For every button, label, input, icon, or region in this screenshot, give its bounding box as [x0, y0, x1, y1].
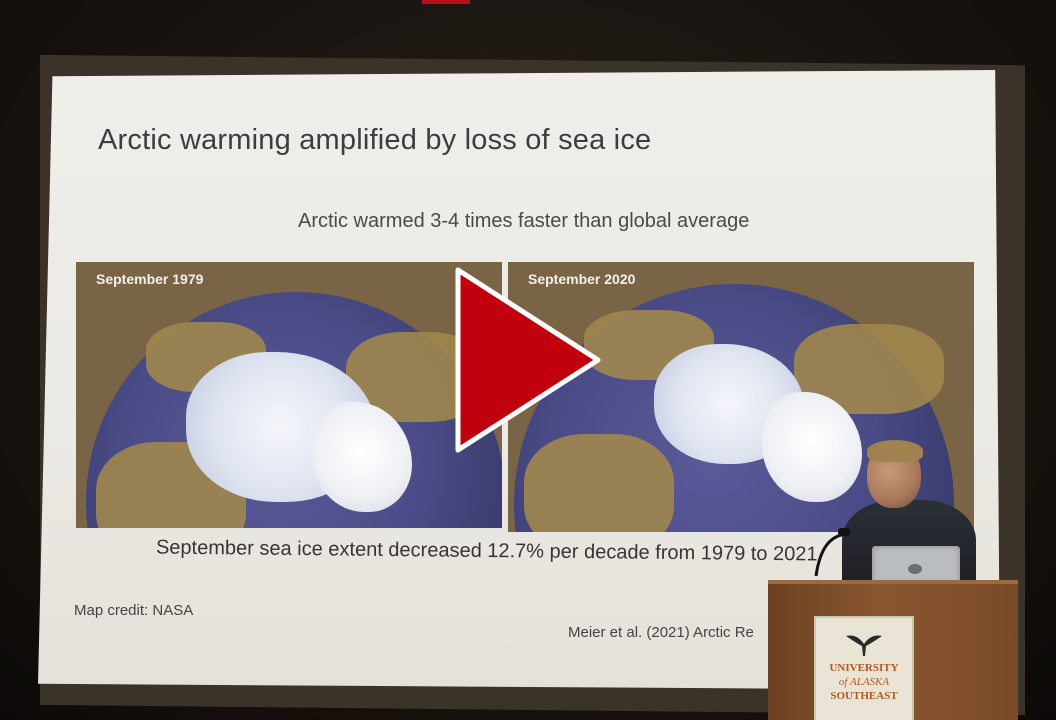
play-button[interactable]	[454, 266, 602, 454]
map-label: September 1979	[96, 271, 204, 287]
speaker-hair	[867, 440, 923, 462]
map-label: September 2020	[528, 271, 636, 287]
citation: Meier et al. (2021) Arctic Re	[568, 624, 754, 641]
sea-ice-map-2020: September 2020	[508, 262, 974, 532]
podium: UNIVERSITY of ALASKA SOUTHEAST	[768, 580, 1018, 720]
podium-plaque: UNIVERSITY of ALASKA SOUTHEAST	[814, 616, 914, 720]
arctic-globe	[86, 292, 502, 528]
podium-text: SOUTHEAST	[830, 690, 898, 702]
map-credit: Map credit: NASA	[74, 602, 194, 619]
progress-indicator	[422, 0, 470, 4]
podium-text: of ALASKA	[838, 676, 890, 688]
laptop	[872, 546, 960, 584]
sea-ice-map-1979: September 1979	[76, 262, 502, 528]
play-icon[interactable]	[454, 266, 602, 454]
podium-text: UNIVERSITY	[829, 662, 899, 674]
slide-title: Arctic warming amplified by loss of sea …	[98, 124, 652, 156]
greenland	[312, 402, 412, 512]
land-mass	[524, 434, 674, 532]
microphone-icon	[810, 528, 850, 578]
greenland	[762, 392, 862, 502]
laptop-logo-icon	[908, 564, 922, 574]
whale-tail-icon	[844, 632, 884, 658]
slide-subtitle: Arctic warmed 3-4 times faster than glob…	[298, 210, 750, 232]
